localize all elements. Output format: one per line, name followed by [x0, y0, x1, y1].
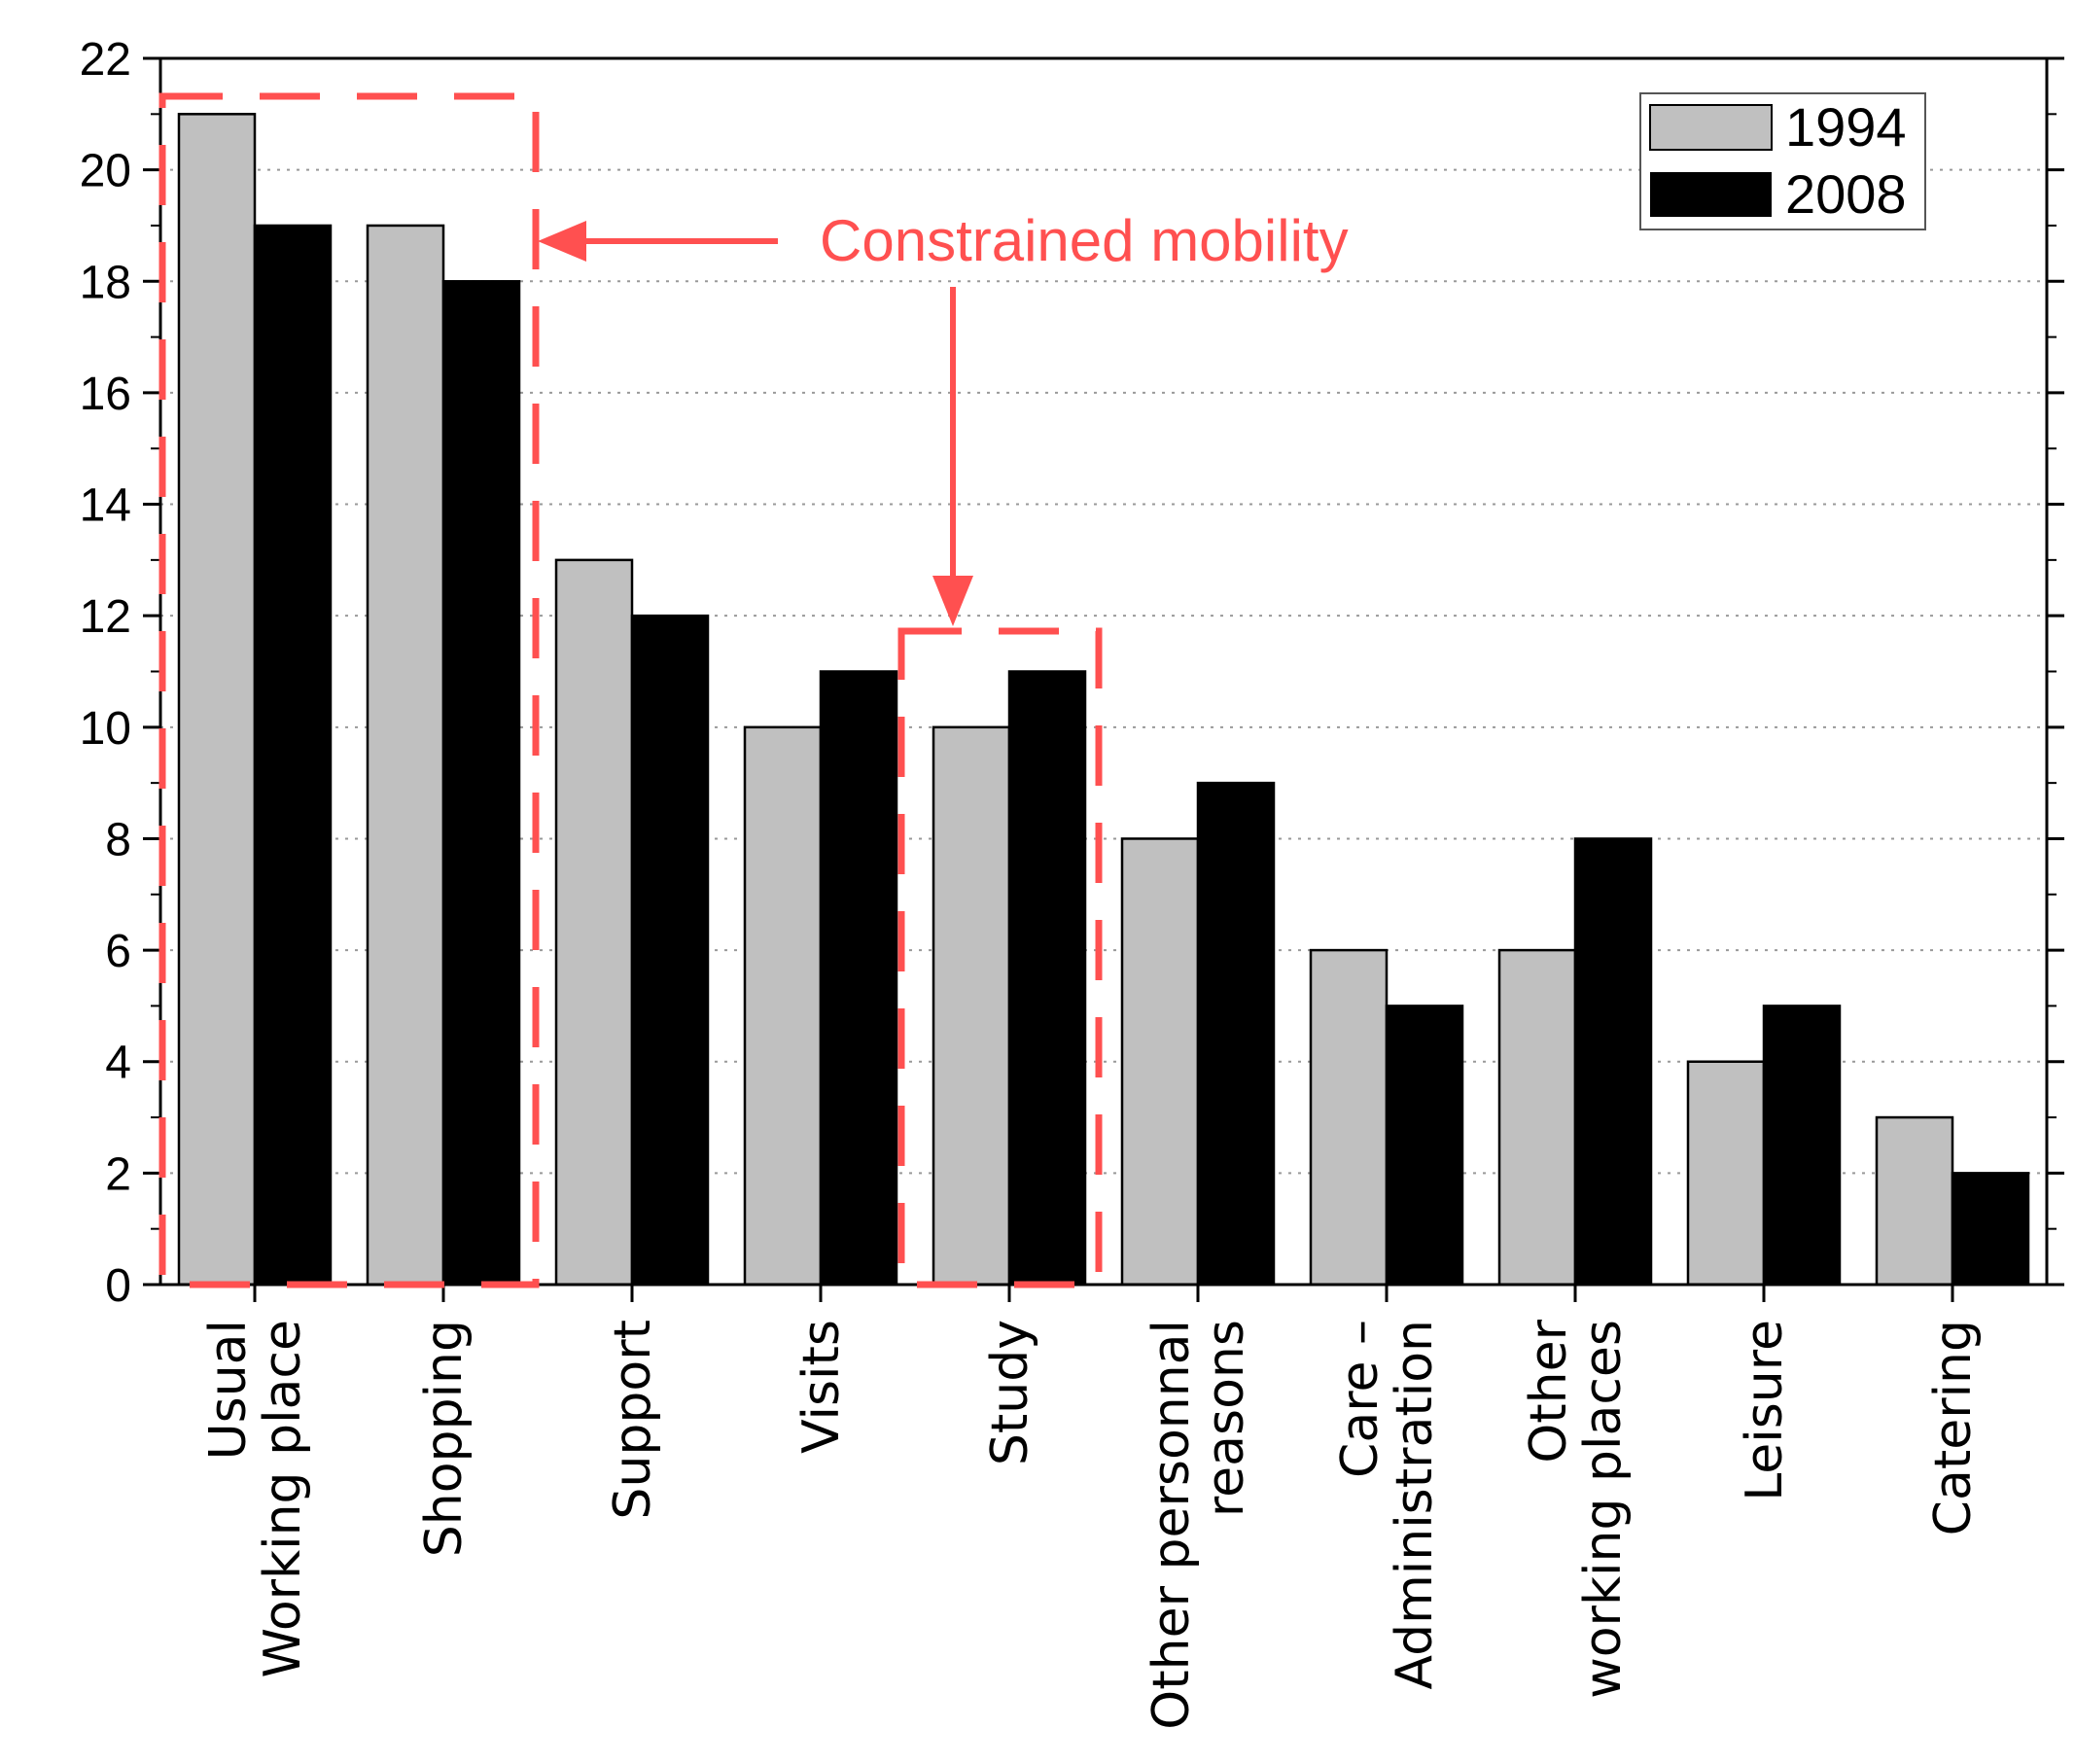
x-category-label: Support	[604, 1320, 662, 1520]
highlight-box-study	[897, 627, 1103, 1288]
constrained-mobility-label: Constrained mobility	[820, 208, 1349, 273]
y-tick-label: 22	[80, 34, 131, 86]
y-tick-label: 6	[105, 926, 131, 977]
legend-swatch-2008	[1650, 172, 1772, 217]
y-tick-label: 14	[80, 480, 131, 532]
x-category-label: Working place	[254, 1320, 312, 1678]
highlight-box-usual-shopping	[158, 92, 540, 1288]
arrow-down-head	[932, 576, 973, 626]
y-tick-label: 18	[80, 257, 131, 308]
bar-2008	[1573, 837, 1653, 1287]
bar-2008	[630, 614, 710, 1287]
constrained-mobility-annotation: Constrained mobility	[158, 92, 1349, 1288]
bar-1994	[1120, 837, 1200, 1287]
bar-1994	[1309, 948, 1389, 1287]
x-category-label: Catering	[1924, 1320, 1983, 1535]
bar-2008	[1762, 1005, 1842, 1287]
bar-2008	[253, 224, 333, 1287]
x-category-label: Administration	[1386, 1320, 1444, 1690]
legend-swatch-1994	[1649, 104, 1773, 151]
x-category-label: Shopping	[415, 1320, 474, 1557]
bar-1994	[1497, 948, 1577, 1287]
x-category-label: Other personnal	[1143, 1320, 1201, 1730]
arrow-left-head	[538, 221, 586, 262]
y-tick-label: 0	[105, 1260, 131, 1312]
bar-2008	[441, 280, 521, 1287]
x-category-label: Care –	[1331, 1320, 1389, 1478]
x-category-label: reasons	[1197, 1320, 1255, 1517]
bar-2008	[1007, 670, 1087, 1287]
y-tick-label: 10	[80, 703, 131, 755]
bar-2008	[1385, 1005, 1464, 1287]
bar-1994	[743, 725, 823, 1287]
y-tick-label: 2	[105, 1148, 131, 1200]
x-category-label: Other	[1520, 1319, 1578, 1463]
bar-2008	[819, 670, 898, 1287]
y-tick-label: 20	[80, 146, 131, 197]
y-tick-label: 12	[80, 591, 131, 643]
x-category-label: Usual	[199, 1320, 258, 1460]
bars	[177, 113, 2030, 1287]
x-category-label: Leisure	[1736, 1320, 1794, 1501]
bar-1994	[932, 725, 1011, 1287]
bar-1994	[1875, 1115, 1954, 1287]
legend: 1994 2008	[1639, 92, 1926, 230]
bar-1994	[177, 113, 257, 1287]
legend-label-2008: 2008	[1785, 163, 1907, 225]
bar-1994	[554, 558, 634, 1287]
x-category-label: Study	[981, 1320, 1039, 1465]
bar-2008	[1196, 781, 1276, 1287]
y-tick-label: 16	[80, 369, 131, 420]
grid-lines	[160, 168, 2047, 1175]
legend-label-1994: 1994	[1785, 96, 1907, 158]
x-category-label: Visits	[792, 1320, 851, 1454]
axes: 0 2 4 6 8 10 12 14 16 18 20 22	[80, 34, 2064, 1312]
y-tick-label: 4	[105, 1038, 131, 1089]
x-category-label: working places	[1574, 1320, 1633, 1699]
bar-1994	[366, 224, 445, 1287]
bar-2008	[1951, 1172, 2030, 1287]
y-tick-label: 8	[105, 814, 131, 865]
bar-1994	[1686, 1060, 1766, 1287]
